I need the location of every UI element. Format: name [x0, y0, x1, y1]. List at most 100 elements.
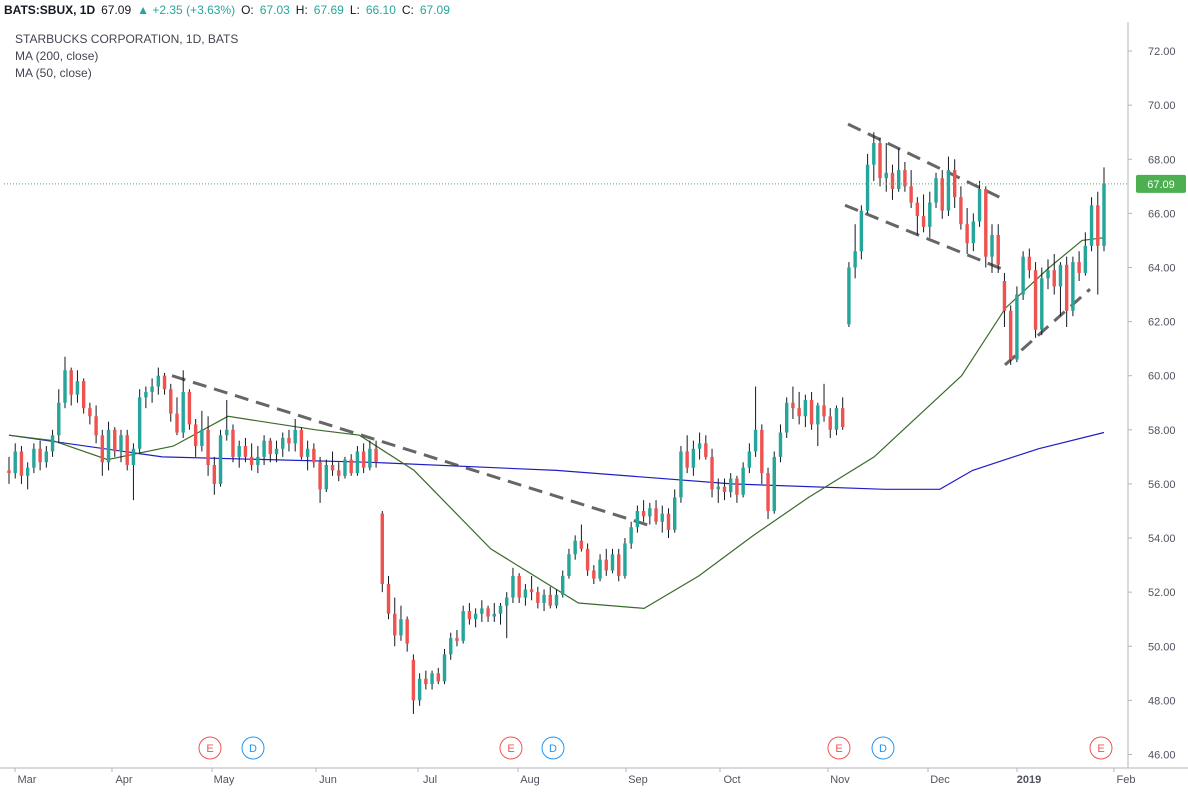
candle-body	[486, 608, 490, 617]
candle-body	[529, 589, 534, 593]
candle	[467, 602, 472, 625]
candle-body	[467, 611, 472, 620]
candle-body	[971, 221, 976, 244]
candle-body	[685, 451, 689, 468]
candle	[399, 605, 403, 641]
dividend-marker[interactable]: D	[871, 736, 895, 760]
y-tick-label: 60.00	[1148, 371, 1176, 383]
candle	[1089, 197, 1094, 252]
candle-body	[1077, 262, 1081, 273]
symbol-name[interactable]: BATS:SBUX, 1D	[4, 3, 96, 17]
candle-body	[940, 178, 944, 211]
candle-body	[1046, 270, 1050, 279]
candle	[984, 186, 988, 268]
candle	[1027, 248, 1032, 279]
candle-body	[517, 575, 521, 598]
trendline-flag-support	[1004, 288, 1091, 367]
dividend-marker[interactable]: D	[541, 736, 565, 760]
candle-body	[797, 408, 801, 417]
candle	[69, 367, 73, 406]
close-value: 67.09	[419, 3, 450, 17]
candle-body	[903, 170, 907, 187]
earnings-marker[interactable]: E	[1089, 736, 1113, 760]
candle-body	[243, 446, 248, 457]
candle-body	[13, 451, 17, 474]
candle-body	[225, 429, 229, 436]
ma50-line	[8, 237, 1105, 610]
candle	[722, 478, 727, 501]
candle-body	[623, 543, 627, 576]
legend-ma50[interactable]: MA (50, close)	[15, 66, 92, 80]
candle-body	[262, 440, 266, 457]
candle-body	[872, 143, 876, 165]
candle	[672, 489, 677, 533]
candle-body	[274, 448, 279, 455]
candle	[828, 408, 832, 438]
candle-body	[193, 424, 198, 447]
candle	[480, 600, 484, 622]
candle-body	[380, 513, 385, 585]
candle	[106, 421, 111, 471]
candle-body	[281, 437, 285, 449]
candle	[536, 586, 540, 609]
candle-body	[853, 251, 857, 268]
candle-body	[990, 235, 994, 257]
candle-body	[884, 172, 888, 179]
candle-body	[585, 548, 590, 571]
event-label: D	[249, 743, 257, 755]
candle-body	[411, 659, 416, 701]
y-tick-label: 46.00	[1148, 749, 1176, 761]
candle	[853, 224, 857, 279]
event-label: D	[879, 743, 887, 755]
dividend-marker[interactable]: D	[241, 736, 265, 760]
candle-body	[1040, 278, 1044, 330]
candle-body	[355, 451, 360, 474]
event-label: E	[1097, 743, 1104, 755]
candle-body	[144, 391, 148, 398]
candle-body	[299, 429, 304, 457]
candle	[305, 440, 310, 471]
candle-body	[81, 381, 86, 409]
candle-body	[63, 370, 67, 403]
candle	[131, 443, 136, 501]
candle-body	[896, 170, 901, 190]
candle	[150, 378, 154, 403]
candle-body	[162, 375, 167, 390]
candle	[977, 180, 982, 227]
candle-body	[50, 435, 55, 452]
candle	[505, 592, 509, 639]
candle-body	[492, 613, 496, 617]
candle-body	[287, 437, 291, 444]
candle	[753, 386, 758, 457]
candle	[274, 440, 279, 463]
candle-body	[766, 473, 770, 511]
candle	[604, 548, 608, 576]
candle-body	[498, 605, 503, 614]
axes: 46.00 48.00 50.00 52.00 54.00 56.00 58.00 60.00…	[0, 22, 1188, 786]
candle	[119, 429, 123, 463]
candle	[834, 405, 839, 436]
earnings-marker[interactable]: E	[198, 736, 222, 760]
candle	[256, 446, 260, 474]
candle-body	[94, 416, 98, 436]
candle	[100, 429, 105, 476]
candle	[778, 424, 783, 463]
price-tag: 67.09	[1147, 179, 1175, 191]
legend-ma200[interactable]: MA (200, close)	[15, 49, 99, 63]
candle-body	[996, 235, 1000, 265]
earnings-marker[interactable]: E	[827, 736, 851, 760]
candle-body	[361, 451, 366, 468]
candle-body	[816, 405, 820, 425]
candle	[281, 432, 285, 457]
candle	[492, 602, 496, 622]
candle	[287, 429, 291, 452]
earnings-marker[interactable]: E	[499, 736, 523, 760]
x-tick-label: Dec	[930, 774, 950, 786]
candle-body	[256, 456, 260, 465]
candle-body	[952, 170, 957, 198]
candle	[430, 670, 434, 690]
candle	[349, 454, 353, 476]
candle-body	[318, 462, 322, 490]
candle	[791, 386, 795, 419]
